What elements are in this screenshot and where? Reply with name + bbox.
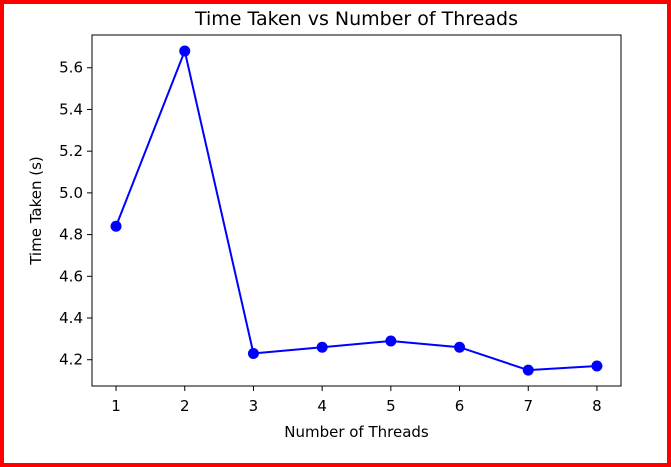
y-axis-label: Time Taken (s) (27, 156, 45, 266)
y-tick-label: 5.0 (59, 184, 83, 202)
x-axis-label: Number of Threads (284, 423, 429, 441)
x-tick-label: 6 (455, 397, 465, 415)
y-tick-label: 4.8 (59, 226, 83, 244)
x-axis: 1 2 3 4 5 6 7 8 (111, 386, 602, 415)
y-tick-label: 4.6 (59, 267, 83, 285)
data-point (179, 45, 191, 57)
data-point (591, 360, 603, 372)
x-tick-label: 1 (111, 397, 121, 415)
data-point (316, 341, 328, 353)
x-tick-label: 2 (180, 397, 190, 415)
x-tick-label: 8 (592, 397, 602, 415)
data-point (247, 347, 259, 359)
data-point (110, 220, 122, 232)
series-line (115, 47, 598, 372)
y-axis: 4.2 4.4 4.6 4.8 5.0 5.2 5.4 5.6 (59, 59, 92, 369)
chart-title: Time Taken vs Number of Threads (194, 8, 518, 30)
y-tick-label: 5.6 (59, 59, 83, 77)
data-point (385, 335, 397, 347)
plot-area (91, 34, 622, 387)
data-points (110, 45, 603, 376)
data-point (522, 364, 534, 376)
y-tick-label: 4.2 (59, 351, 83, 369)
x-tick-label: 5 (386, 397, 396, 415)
y-tick-label: 5.2 (59, 142, 83, 160)
x-tick-label: 3 (249, 397, 259, 415)
y-tick-label: 5.4 (59, 100, 83, 118)
data-point (454, 341, 466, 353)
x-tick-label: 7 (523, 397, 533, 415)
x-tick-label: 4 (317, 397, 327, 415)
y-tick-label: 4.4 (59, 309, 83, 327)
